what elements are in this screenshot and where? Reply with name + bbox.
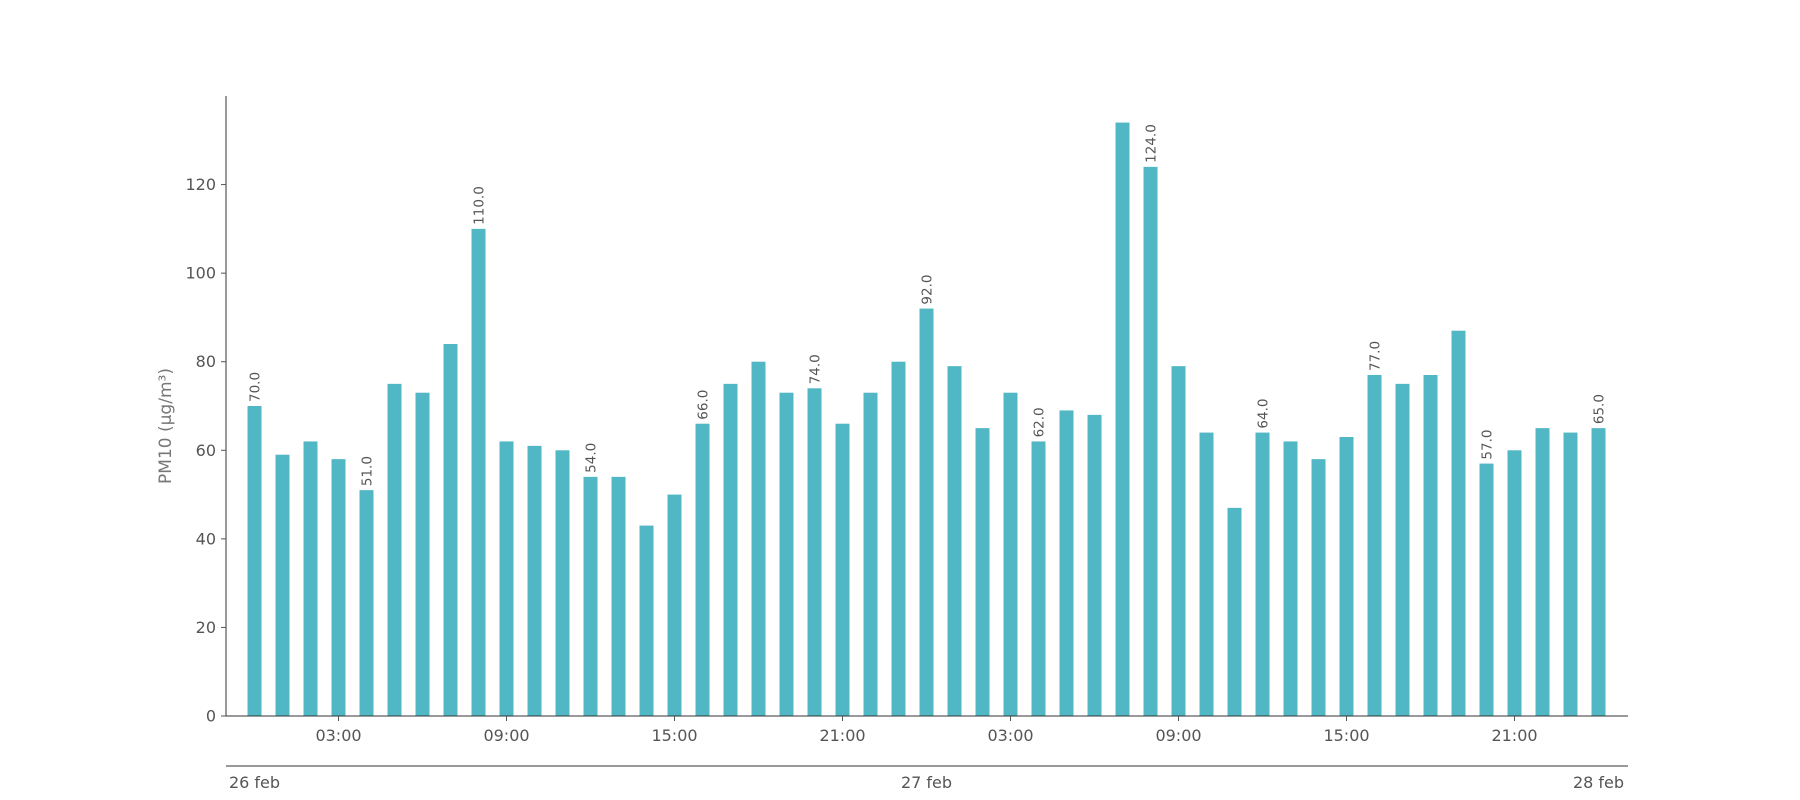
- x-tick-label: 15:00: [1323, 726, 1369, 745]
- bar-value-label: 74.0: [808, 354, 824, 384]
- bar: [331, 459, 346, 716]
- x-axis-hours: 03:00 09:00 15:00 21:00 03:00 09:00 15:00 21:00: [226, 715, 1628, 745]
- y-tick-label: 80: [196, 352, 216, 371]
- value-labels-group: 70.0 51.0 110.0 54.0 66.0 74.0 92.0 62.0 124.0 64…: [248, 124, 1608, 486]
- bar-value-label: 70.0: [248, 372, 264, 402]
- bar: [1171, 366, 1186, 716]
- y-tick-label: 120: [185, 175, 216, 194]
- bar: [1227, 507, 1242, 716]
- bar: [1339, 437, 1354, 716]
- bar: [1507, 450, 1522, 716]
- bar: [247, 406, 262, 716]
- bar: [975, 428, 990, 716]
- x-axis-days: 26 feb 27 feb 28 feb: [226, 765, 1628, 792]
- day-tick-label: 27 feb: [901, 773, 952, 792]
- bar: [1591, 428, 1606, 716]
- bar: [1423, 375, 1438, 716]
- bar: [1479, 463, 1494, 716]
- bar: [1451, 330, 1466, 716]
- y-tick-label: 40: [196, 529, 216, 548]
- bar-value-label: 124.0: [1144, 124, 1160, 163]
- bar-value-label: 110.0: [472, 186, 488, 225]
- bar: [639, 525, 654, 716]
- bar-value-label: 66.0: [696, 390, 712, 420]
- bar-value-label: 64.0: [1256, 399, 1272, 429]
- bar: [583, 476, 598, 716]
- bar: [1003, 392, 1018, 716]
- y-axis: 0 20 40 60 80 100 120: [185, 96, 227, 726]
- y-tick-label: 60: [196, 441, 216, 460]
- bar: [471, 228, 486, 717]
- bar: [1031, 441, 1046, 716]
- bar: [807, 388, 822, 716]
- bar: [387, 383, 402, 716]
- day-tick-label: 26 feb: [229, 773, 280, 792]
- bar: [415, 392, 430, 716]
- x-tick-label: 21:00: [1491, 726, 1537, 745]
- bar: [555, 450, 570, 716]
- bar: [1395, 383, 1410, 716]
- bar: [751, 361, 766, 716]
- bar: [1059, 410, 1074, 716]
- bar-value-label: 62.0: [1032, 407, 1048, 437]
- y-tick-label: 0: [206, 707, 216, 726]
- bar: [695, 423, 710, 716]
- bar: [1255, 432, 1270, 716]
- bar: [1367, 375, 1382, 716]
- bar-value-label: 54.0: [584, 443, 600, 473]
- x-tick-label: 03:00: [315, 726, 361, 745]
- bar: [1143, 166, 1158, 717]
- bar: [1283, 441, 1298, 716]
- bar-value-label: 51.0: [360, 456, 376, 486]
- day-tick-label: 28 feb: [1573, 773, 1624, 792]
- bar: [863, 392, 878, 716]
- bar: [359, 490, 374, 716]
- bar-value-label: 57.0: [1480, 430, 1496, 460]
- bar: [667, 494, 682, 716]
- x-tick-label: 09:00: [1155, 726, 1201, 745]
- y-tick-label: 100: [185, 264, 216, 283]
- x-tick-label: 03:00: [987, 726, 1033, 745]
- y-axis-title: PM10 (μg/m³): [156, 368, 176, 484]
- bar: [779, 392, 794, 716]
- bar: [947, 366, 962, 716]
- bar-value-label: 65.0: [1592, 394, 1608, 424]
- bar: [891, 361, 906, 716]
- bar: [1087, 414, 1102, 716]
- bar: [1311, 459, 1326, 716]
- bar: [303, 441, 318, 716]
- bar: [723, 383, 738, 716]
- y-tick-label: 20: [196, 618, 216, 637]
- bar: [443, 344, 458, 716]
- x-tick-label: 09:00: [483, 726, 529, 745]
- bar: [1199, 432, 1214, 716]
- bar-value-label: 77.0: [1368, 341, 1384, 371]
- bar: [1115, 122, 1130, 716]
- bar: [1563, 432, 1578, 716]
- bar: [611, 476, 626, 716]
- bars-group: [247, 122, 1606, 717]
- bar: [527, 445, 542, 716]
- bar: [1535, 428, 1550, 716]
- bar-value-label: 92.0: [920, 275, 936, 305]
- x-tick-label: 21:00: [819, 726, 865, 745]
- bar: [835, 423, 850, 716]
- bar: [275, 454, 290, 716]
- x-tick-label: 15:00: [651, 726, 697, 745]
- bar: [499, 441, 514, 716]
- bar: [919, 308, 934, 716]
